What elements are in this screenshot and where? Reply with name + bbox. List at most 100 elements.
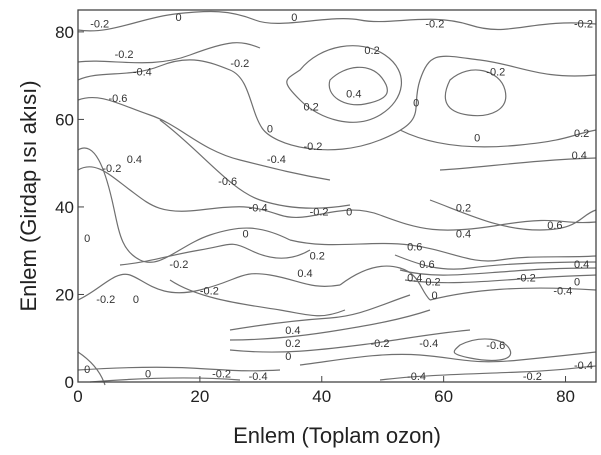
contour-label: -0.2	[425, 19, 444, 31]
contour-label: -0.4	[407, 371, 426, 383]
contour-label: 0	[291, 12, 297, 24]
contour-label: -0.2	[310, 207, 329, 219]
x-axis-title: Enlem (Toplam ozon)	[233, 423, 441, 448]
contour-label: -0.4	[249, 202, 268, 214]
contour-label: 0.6	[547, 220, 562, 232]
contour-label: 0.4	[574, 259, 589, 271]
contour-line	[379, 365, 597, 381]
contour-label: -0.2	[212, 369, 231, 381]
contour-line	[439, 157, 597, 171]
contour-label: 0	[413, 97, 419, 109]
contour-line	[328, 66, 388, 106]
contour-label: 0.2	[285, 338, 300, 350]
contour-line	[444, 69, 507, 117]
contour-label: -0.4	[249, 371, 268, 383]
y-tick-label: 60	[55, 110, 74, 129]
contour-line	[119, 243, 311, 266]
contour-label: -0.4	[267, 154, 286, 166]
contour-label: 0.2	[574, 128, 589, 140]
contour-label: -0.4	[419, 338, 438, 350]
contour-label: -0.6	[108, 93, 127, 105]
contour-label: 0.2	[456, 202, 471, 214]
contour-label: 0.6	[419, 259, 434, 271]
contour-line	[229, 294, 411, 331]
contour-label: 0.4	[297, 268, 312, 280]
contour-label: 0	[431, 290, 437, 302]
y-tick-label: 20	[55, 285, 74, 304]
contour-label: -0.2	[303, 141, 322, 153]
contour-label: -0.2	[102, 163, 121, 175]
contour-line	[289, 239, 597, 262]
y-axis-title: Enlem (Girdap ısı akısı)	[16, 80, 41, 311]
contour-line	[429, 287, 597, 301]
contour-label: 0	[574, 277, 580, 289]
contour-line	[89, 377, 241, 383]
contour-lines	[77, 10, 597, 386]
contour-label: 0	[243, 229, 249, 241]
contour-label: 0.6	[407, 242, 422, 254]
x-tick-label: 20	[190, 387, 209, 406]
contour-line	[394, 254, 597, 270]
contour-line	[77, 10, 597, 32]
contour-label: -0.6	[486, 340, 505, 352]
x-tick-label: 0	[73, 387, 82, 406]
contour-line	[404, 274, 597, 284]
contour-label: -0.2	[517, 272, 536, 284]
contour-label: 0.2	[364, 45, 379, 57]
contour-label: -0.2	[574, 19, 593, 31]
contour-line	[159, 119, 351, 209]
x-tick-label: 40	[312, 387, 331, 406]
contour-label: 0.4	[127, 154, 142, 166]
y-tick-label: 80	[55, 23, 74, 42]
axis-ticks	[77, 31, 567, 383]
contour-line	[453, 338, 512, 361]
contour-label: 0	[267, 124, 273, 136]
contour-label: -0.2	[169, 259, 188, 271]
contour-label: 0	[474, 132, 480, 144]
contour-label: -0.2	[115, 49, 134, 61]
contour-label: -0.2	[230, 58, 249, 70]
contour-line	[77, 166, 597, 231]
contour-label: -0.4	[574, 360, 593, 372]
contour-line	[286, 45, 402, 123]
x-tick-label: 60	[434, 387, 453, 406]
contour-line	[229, 309, 431, 341]
contour-line	[77, 55, 597, 151]
contour-label: 0.2	[310, 250, 325, 262]
contour-line	[77, 96, 331, 181]
x-tick-label: 80	[556, 387, 575, 406]
contour-label: 0	[84, 233, 90, 245]
contour-line	[77, 147, 291, 263]
y-tick-label: 40	[55, 198, 74, 217]
contour-label: 0	[285, 351, 291, 363]
contour-label: 0	[133, 294, 139, 306]
contour-label: 0.4	[285, 325, 300, 337]
contour-line	[169, 279, 346, 317]
contour-label: 0.4	[407, 272, 422, 284]
contour-line	[429, 199, 597, 231]
contour-label: -0.2	[486, 67, 505, 79]
contour-label: 0	[346, 207, 352, 219]
contour-line	[399, 267, 597, 276]
contour-label: -0.4	[133, 67, 152, 79]
contour-line	[229, 329, 471, 353]
contour-label: 0.4	[572, 150, 587, 162]
contour-label: -0.2	[96, 294, 115, 306]
contour-label: -0.4	[553, 285, 572, 297]
contour-line	[77, 366, 281, 372]
contour-line	[77, 42, 261, 64]
contour-label: 0	[84, 364, 90, 376]
contour-label: 0.2	[303, 102, 318, 114]
contour-label: -0.2	[523, 371, 542, 383]
contour-label: 0	[145, 369, 151, 381]
contour-line	[299, 351, 597, 366]
contour-label: -0.2	[200, 285, 219, 297]
contour-label: 0	[176, 12, 182, 24]
contour-label: 0.2	[425, 277, 440, 289]
tick-labels: 0 20 40 60 80 0 20 40 60 80	[55, 23, 575, 406]
contour-label: -0.6	[218, 176, 237, 188]
contour-label: -0.2	[90, 19, 109, 31]
contour-label: 0.4	[456, 229, 471, 241]
contour-label: -0.2	[371, 338, 390, 350]
